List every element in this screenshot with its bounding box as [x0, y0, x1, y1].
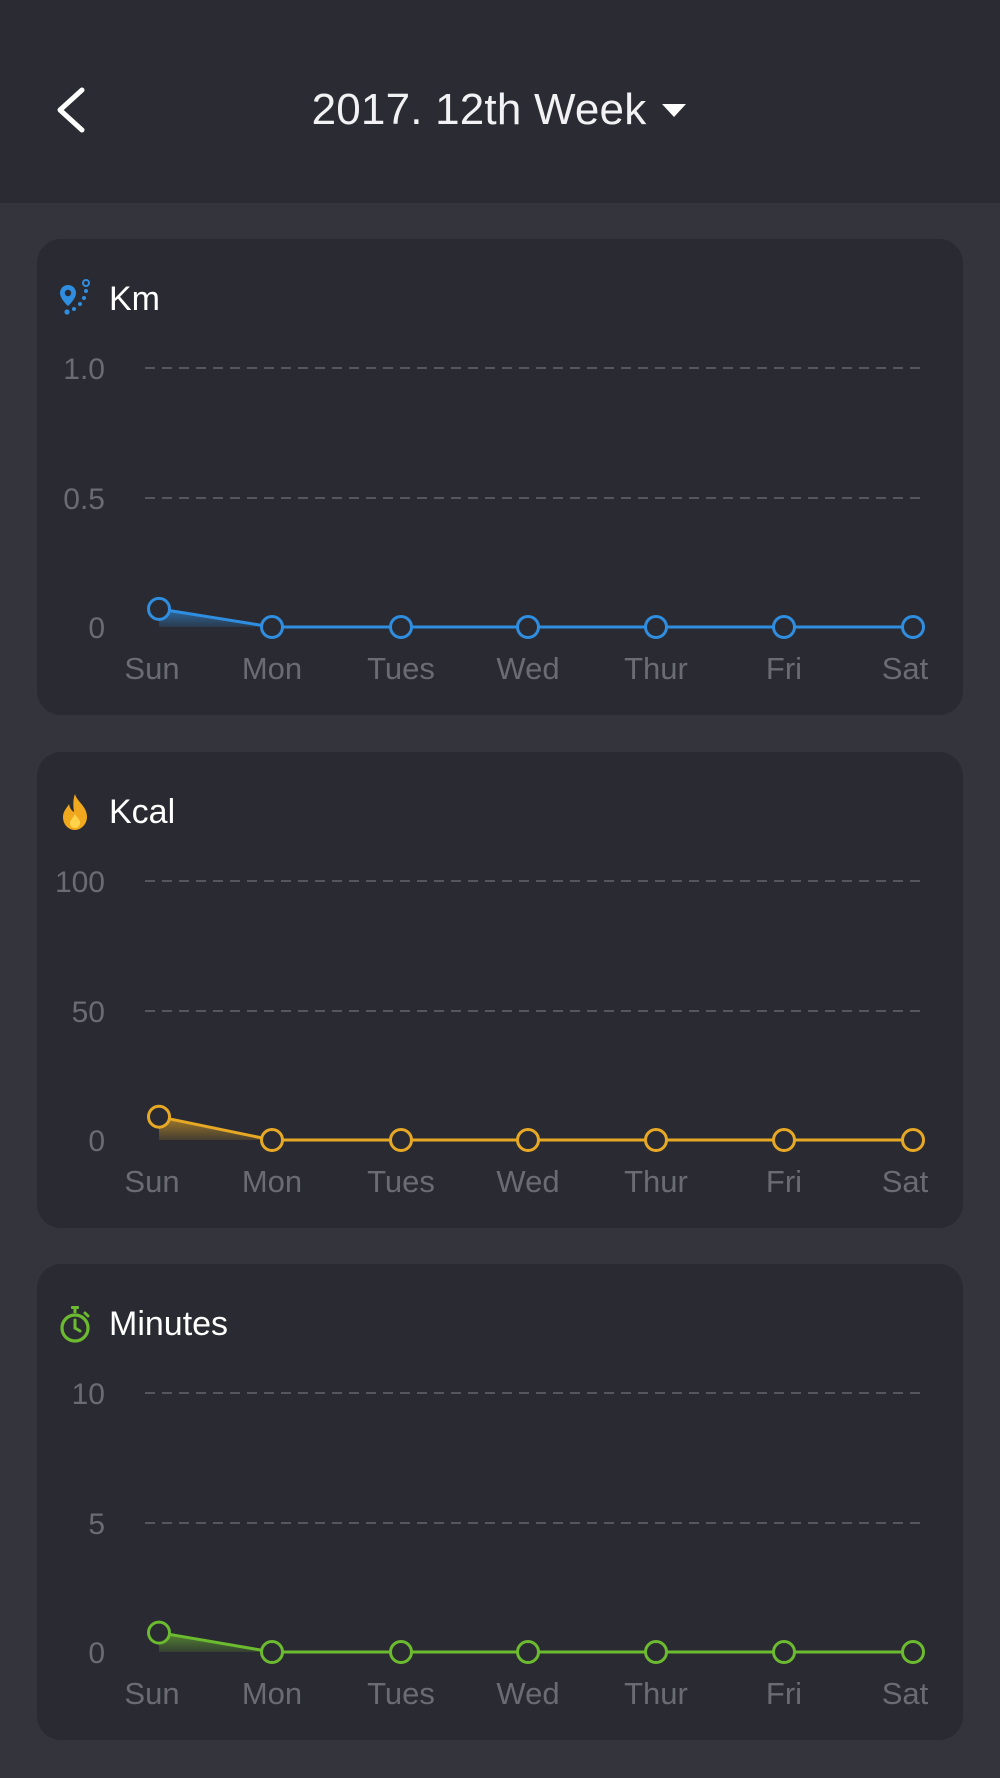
y-tick-label: 10	[72, 1378, 105, 1411]
data-point[interactable]	[260, 615, 284, 639]
x-tick-label: Wed	[496, 1676, 559, 1711]
top-bar: 2017. 12th Week	[0, 0, 1000, 203]
route-pin-icon	[60, 279, 90, 315]
x-tick-label: Sun	[124, 1164, 179, 1199]
data-point[interactable]	[644, 615, 668, 639]
data-point[interactable]	[260, 1640, 284, 1664]
series-area	[159, 1632, 913, 1652]
x-tick-label: Thur	[624, 1676, 688, 1711]
x-tick-label: Tues	[367, 651, 435, 686]
week-selector[interactable]: 2017. 12th Week	[0, 78, 1000, 142]
x-tick-label: Sat	[882, 1676, 929, 1711]
data-point[interactable]	[389, 615, 413, 639]
series-area	[159, 608, 913, 627]
minutes-chart: 10 5 0 Sun Mon Tues Wed Thur Fri Sat	[72, 1378, 929, 1711]
caret-down-icon	[662, 104, 687, 117]
chart-title: Km	[109, 279, 160, 318]
x-tick-label: Wed	[496, 651, 559, 686]
data-point[interactable]	[147, 1104, 171, 1129]
x-tick-label: Mon	[242, 1164, 302, 1199]
y-tick-label: 0	[88, 612, 105, 645]
back-button[interactable]	[48, 80, 98, 140]
data-point[interactable]	[147, 1620, 171, 1645]
data-point[interactable]	[260, 1128, 284, 1152]
y-tick-label: 0	[88, 1125, 105, 1158]
x-tick-label: Wed	[496, 1164, 559, 1199]
data-point[interactable]	[644, 1640, 668, 1664]
x-tick-label: Fri	[766, 651, 802, 686]
minutes-chart-card: 10 5 0 Sun Mon Tues Wed Thur Fri Sat Minutes	[37, 1264, 963, 1740]
x-tick-label: Thur	[624, 651, 688, 686]
x-tick-label: Tues	[367, 1676, 435, 1711]
y-tick-label: 0.5	[63, 483, 105, 516]
data-point[interactable]	[772, 615, 796, 639]
x-tick-label: Tues	[367, 1164, 435, 1199]
data-point[interactable]	[772, 1640, 796, 1664]
data-point[interactable]	[516, 1640, 540, 1664]
data-point[interactable]	[901, 1640, 925, 1664]
y-tick-label: 50	[72, 996, 105, 1029]
y-tick-label: 100	[55, 866, 105, 899]
distance-chart-card: 1.0 0.5 0 Sun Mon Tues Wed Thur Fri Sat Km	[37, 239, 963, 715]
flame-icon	[63, 794, 87, 830]
chart-title: Kcal	[109, 792, 176, 831]
data-point[interactable]	[147, 596, 171, 621]
series-area	[159, 1116, 913, 1140]
y-tick-label: 0	[88, 1637, 105, 1670]
calories-chart: 100 50 0 Sun Mon Tues Wed Thur Fri Sat	[55, 866, 929, 1199]
x-tick-label: Fri	[766, 1164, 802, 1199]
x-tick-label: Sat	[882, 1164, 929, 1199]
page-title: 2017. 12th Week	[311, 85, 647, 134]
calories-chart-card: 100 50 0 Sun Mon Tues Wed Thur Fri Sat Kcal	[37, 752, 963, 1228]
chart-title: Minutes	[109, 1304, 229, 1343]
data-point[interactable]	[901, 615, 925, 639]
data-point[interactable]	[389, 1640, 413, 1664]
data-point[interactable]	[644, 1128, 668, 1152]
x-tick-label: Sun	[124, 1676, 179, 1711]
x-tick-label: Sat	[882, 651, 929, 686]
x-tick-label: Thur	[624, 1164, 688, 1199]
data-point[interactable]	[901, 1128, 925, 1152]
data-point[interactable]	[516, 615, 540, 639]
x-tick-label: Sun	[124, 651, 179, 686]
distance-chart: 1.0 0.5 0 Sun Mon Tues Wed Thur Fri Sat	[63, 353, 929, 686]
stopwatch-icon	[60, 1306, 90, 1343]
data-point[interactable]	[389, 1128, 413, 1152]
x-tick-label: Mon	[242, 1676, 302, 1711]
data-point[interactable]	[516, 1128, 540, 1152]
y-tick-label: 5	[88, 1508, 105, 1541]
chevron-left-icon	[57, 87, 85, 133]
x-tick-label: Mon	[242, 651, 302, 686]
x-tick-label: Fri	[766, 1676, 802, 1711]
data-point[interactable]	[772, 1128, 796, 1152]
y-tick-label: 1.0	[63, 353, 105, 386]
